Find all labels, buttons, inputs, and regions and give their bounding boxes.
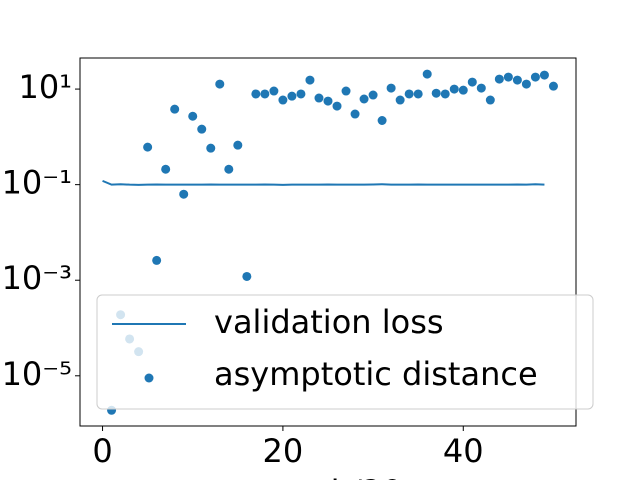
- point: [206, 143, 216, 153]
- point: [143, 142, 153, 152]
- point: [179, 189, 189, 199]
- point: [395, 95, 405, 105]
- point: [476, 83, 486, 93]
- point: [368, 90, 378, 100]
- point: [377, 115, 387, 125]
- point: [224, 164, 234, 174]
- point: [215, 79, 225, 89]
- point: [350, 109, 360, 119]
- line: [102, 179, 545, 186]
- point: [431, 88, 441, 98]
- point: [548, 81, 558, 91]
- legend-swatch: [144, 373, 154, 383]
- point: [440, 89, 450, 99]
- y-tick-label: 10⁻¹: [2, 164, 72, 202]
- legend-box: [96, 294, 594, 410]
- point: [197, 124, 207, 134]
- point: [152, 255, 162, 265]
- point: [449, 84, 459, 94]
- point: [404, 89, 414, 99]
- point: [161, 164, 171, 174]
- point: [305, 75, 315, 85]
- point: [233, 140, 243, 150]
- point: [314, 93, 324, 103]
- y-tick-label: 10¹: [18, 68, 72, 106]
- y-tick-label: 10⁻³: [2, 259, 72, 297]
- point: [539, 70, 549, 80]
- point: [251, 89, 261, 99]
- point: [530, 72, 540, 82]
- x-tick-label: 20: [263, 432, 304, 470]
- point: [422, 69, 432, 79]
- y-tick-label: 10⁻⁵: [2, 355, 72, 393]
- point: [260, 89, 270, 99]
- point: [458, 85, 468, 95]
- point: [467, 77, 477, 87]
- point: [323, 96, 333, 106]
- point: [296, 89, 306, 99]
- point: [170, 104, 180, 114]
- point: [413, 89, 423, 99]
- x-axis-label: epoch/20: [254, 473, 403, 480]
- legend-label: asymptotic distance: [214, 355, 538, 393]
- point: [359, 94, 369, 104]
- legend-label: validation loss: [214, 303, 444, 341]
- x-tick-label: 0: [92, 432, 112, 470]
- point: [341, 86, 351, 96]
- axes-frame: [79, 57, 577, 427]
- point: [512, 75, 522, 85]
- point: [503, 72, 513, 82]
- x-tick-label: 40: [443, 432, 484, 470]
- point: [332, 101, 342, 111]
- point: [386, 83, 396, 93]
- point: [269, 86, 279, 96]
- point: [485, 95, 495, 105]
- point: [521, 79, 531, 89]
- point: [242, 271, 252, 281]
- point: [188, 111, 198, 121]
- point: [494, 74, 504, 84]
- point: [278, 95, 288, 105]
- point: [287, 91, 297, 101]
